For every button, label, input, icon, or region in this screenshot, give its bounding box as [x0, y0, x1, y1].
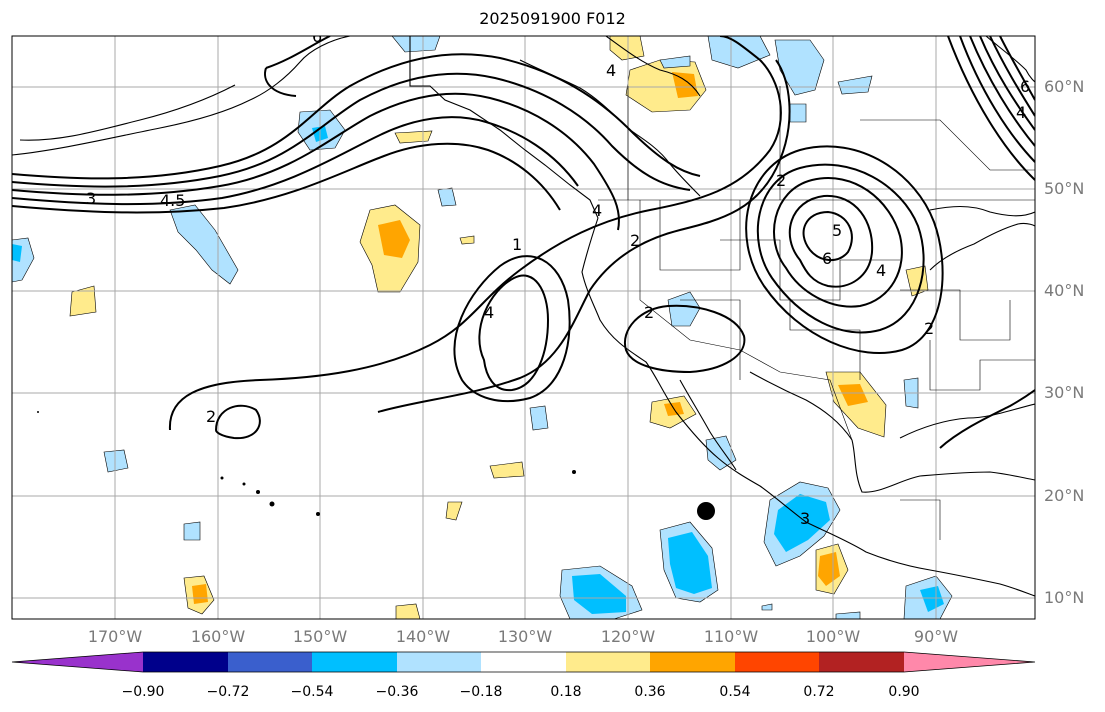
colorbar-tick-label: 0.90: [888, 684, 920, 700]
contour-label: 6: [822, 249, 832, 268]
contour-label: 4: [606, 61, 616, 80]
colorbar-tick-label: −0.18: [459, 684, 503, 700]
lon-label: 90°W: [913, 627, 959, 646]
contour-label: 2: [644, 303, 654, 322]
colorbar-tick-label: −0.90: [121, 684, 165, 700]
colorbar-tick-label: 0.72: [803, 684, 835, 700]
contour-label: 4: [1016, 103, 1026, 122]
islands: [37, 411, 715, 520]
lon-label: 120°W: [600, 627, 656, 646]
colorbar-tick-label: 0.36: [634, 684, 666, 700]
contour-label: 2: [776, 171, 786, 190]
lon-label: 140°W: [395, 627, 451, 646]
chart-title: 2025091900 F012: [479, 9, 626, 28]
contour-lines: [12, 36, 1035, 449]
lat-label: 50°N: [1044, 179, 1085, 198]
lon-label: 150°W: [292, 627, 348, 646]
lon-label: 130°W: [497, 627, 553, 646]
contour-label: 2: [630, 231, 640, 250]
contour-label: 2: [206, 407, 216, 426]
contour-label: 4.5: [160, 191, 185, 210]
lat-label: 30°N: [1044, 383, 1085, 402]
lat-label: 60°N: [1044, 77, 1085, 96]
contour-label: 4: [592, 201, 602, 220]
colorbar-tick-label: −0.54: [290, 684, 334, 700]
contour-label: 1: [512, 235, 522, 254]
lon-label: 160°W: [190, 627, 246, 646]
political-borders: [598, 86, 1035, 540]
colorbar-tick-label: −0.72: [206, 684, 250, 700]
lat-label: 20°N: [1044, 486, 1085, 505]
contour-label: 3: [86, 189, 96, 208]
lon-label: 110°W: [703, 627, 759, 646]
colorbar-tick-label: 0.54: [719, 684, 751, 700]
contour-label: 5: [832, 221, 842, 240]
contour-label: 2: [924, 319, 934, 338]
contour-label: 6: [312, 27, 322, 46]
contour-label: 4: [484, 303, 494, 322]
contour-label: 3: [800, 509, 810, 528]
lon-label: 170°W: [87, 627, 143, 646]
contour-labels: 6 4 4.5 3 1 2 4 2 2 2 6 5 2 4 6 4 3 4: [86, 27, 1030, 528]
contour-label: 4: [876, 261, 886, 280]
contour-label: 6: [1020, 77, 1030, 96]
lat-label: 40°N: [1044, 281, 1085, 300]
lat-label: 10°N: [1044, 588, 1085, 607]
lon-label: 100°W: [805, 627, 861, 646]
colorbar-tick-label: −0.36: [375, 684, 419, 700]
colorbar-tick-label: 0.18: [550, 684, 582, 700]
